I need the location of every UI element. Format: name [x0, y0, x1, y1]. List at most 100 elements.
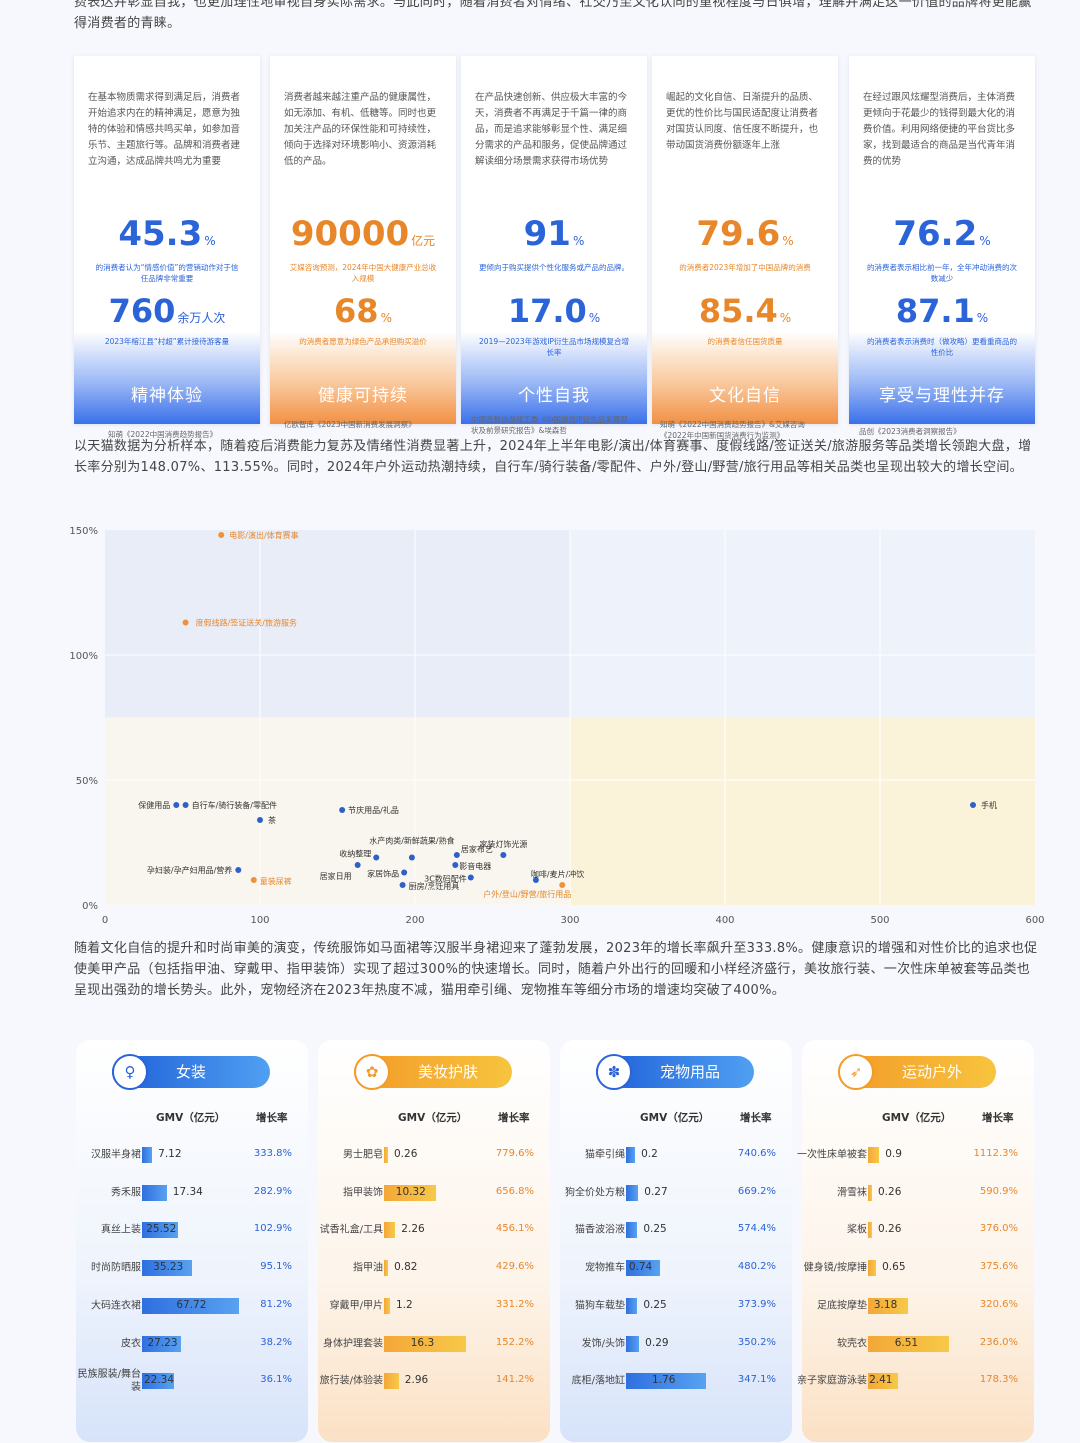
card-description: 在产品快速创新、供应极大丰富的今天，消费者不再满足于千篇一律的商品，而是追求能够… — [475, 92, 628, 167]
card-stat-secondary: 87.1% — [849, 292, 1035, 337]
gmv-value: 0.74 — [628, 1261, 653, 1274]
gmv-value: 35.23 — [153, 1261, 184, 1274]
point-label: 影音电器 — [459, 861, 491, 871]
data-point — [257, 817, 263, 823]
data-point — [182, 802, 189, 808]
growth-rate: 81.2% — [260, 1298, 292, 1310]
point-label: 度假线路/签证送关/旅游服务 — [196, 618, 297, 628]
category-name: 亲子家庭游泳装 — [797, 1375, 867, 1387]
table-row: 秀禾服 17.34 282.9% — [76, 1178, 308, 1208]
point-label: 茶 — [268, 815, 276, 825]
trend-card: 在经过跟风炫耀型消费后，主体消费更倾向于花最少的钱得到最大化的消费价值。利用网络… — [849, 56, 1035, 424]
table-row: 穿戴甲/甲片 1.2 331.2% — [318, 1291, 550, 1321]
gmv-bar — [384, 1335, 466, 1352]
gmv-value: 0.26 — [394, 1148, 418, 1160]
card-stat-primary: 79.6% — [652, 214, 838, 261]
growth-rate: 38.2% — [260, 1336, 292, 1348]
table-row: 真丝上装 25.52 102.9% — [76, 1215, 308, 1245]
table-row: 猫牵引绳 0.2 740.6% — [560, 1140, 792, 1170]
category-name: 指甲装饰 — [343, 1187, 383, 1199]
table-row: 男士肥皂 0.26 779.6% — [318, 1140, 550, 1170]
gmv-value: 0.27 — [644, 1185, 668, 1198]
x-tick-label: 100 — [250, 915, 269, 926]
point-label: 孕妇装/孕产妇用品/营养 — [147, 865, 232, 875]
gmv-header: GMV（亿元） — [640, 1112, 710, 1124]
card-theme-label: 个性自我 — [518, 386, 590, 406]
y-tick-label: 150% — [69, 526, 98, 537]
quadrant-top-right — [570, 530, 1035, 718]
gmv-value: 6.51 — [894, 1336, 919, 1349]
trend-card: 崛起的文化自信、日渐提升的品质、更优的性价比与国民适配度让消费者对国货认同度、信… — [652, 56, 838, 424]
category-name: 皮衣 — [121, 1338, 141, 1349]
stat-value: 68 — [334, 292, 379, 330]
gmv-bar — [626, 1147, 636, 1163]
category-name: 滑雪袜 — [837, 1187, 867, 1199]
data-point — [354, 862, 361, 868]
category-name: 身体护理套装 — [323, 1338, 383, 1349]
stat-unit: % — [572, 234, 585, 248]
gmv-value: 16.3 — [410, 1336, 435, 1349]
point-label: 手机 — [981, 800, 997, 810]
card-description: 崛起的文化自信、日渐提升的品质、更优的性价比与国民适配度让消费者对国货认同度、信… — [666, 92, 819, 151]
stat-value: 76.2 — [893, 214, 978, 254]
gmv-bar — [868, 1184, 872, 1201]
stat-unit: % — [782, 234, 794, 248]
stat-value: 87.1 — [895, 292, 975, 330]
point-label: 家居饰品 — [367, 869, 399, 879]
category-name: 足底按摩垫 — [817, 1300, 867, 1312]
table-row: 软壳衣 6.51 236.0% — [802, 1329, 1034, 1359]
data-point — [970, 802, 976, 808]
gmv-bar — [626, 1184, 639, 1201]
category-name: 桨板 — [847, 1224, 867, 1236]
growth-rate: 36.1% — [260, 1374, 292, 1386]
category-name: 猫狗车载垫 — [575, 1300, 625, 1312]
data-point — [500, 852, 507, 858]
growth-rate: 480.2% — [737, 1261, 776, 1273]
gmv-bar — [384, 1373, 399, 1390]
category-name: 真丝上装 — [101, 1224, 141, 1236]
gmv-bar — [384, 1297, 390, 1314]
stat-value: 91 — [523, 214, 571, 254]
point-label: 水产肉类/新鲜蔬果/熟食 — [369, 836, 454, 846]
gmv-value: 0.29 — [645, 1336, 669, 1349]
data-point — [452, 862, 459, 868]
stat-value: 85.4 — [698, 292, 778, 330]
card-stat-caption: 更倾向于购买提供个性化服务或产品的品牌。 — [479, 263, 629, 272]
data-point — [218, 532, 225, 538]
table-row: 时尚防晒服 35.23 95.1% — [76, 1253, 308, 1283]
stat-unit: % — [979, 234, 991, 248]
growth-rate: 456.1% — [495, 1223, 534, 1235]
gmv-bar — [626, 1297, 638, 1314]
point-label: 居家布艺 — [461, 844, 493, 854]
point-label: 户外/登山/野营/旅行用品 — [483, 889, 571, 899]
category-name: 底柜/落地缸 — [571, 1375, 625, 1387]
data-point — [373, 854, 380, 861]
category-panel: 美妆护肤 ✿ GMV（亿元） 增长率 男士肥皂 0.26 779.6% 指甲装饰… — [318, 1040, 550, 1442]
growth-scatter-chart: 0 100 200 300 400 500 600 0% 50% 100% 150% 电影/演出/体育… — [69, 526, 1044, 926]
category-name: 发饰/头饰 — [581, 1338, 625, 1349]
card-theme-label: 精神体验 — [131, 386, 203, 406]
gmv-bar — [626, 1373, 706, 1390]
point-label: 节庆用品/礼品 — [348, 805, 399, 815]
gmv-bar — [868, 1222, 872, 1239]
dress-icon: ♀ — [112, 1054, 148, 1090]
growth-rate: 669.2% — [737, 1185, 776, 1197]
x-tick-label: 500 — [870, 915, 889, 926]
category-name: 软壳衣 — [837, 1338, 867, 1349]
category-name: 试香礼盒/工具 — [319, 1224, 383, 1236]
category-name: 穿戴甲/甲片 — [329, 1300, 383, 1312]
growth-rate: 574.4% — [737, 1223, 776, 1235]
rate-header: 增长率 — [498, 1112, 530, 1124]
data-point — [399, 882, 406, 888]
stat-unit: % — [204, 234, 216, 248]
gmv-header: GMV（亿元） — [882, 1112, 952, 1124]
table-row: 身体护理套装 16.3 152.2% — [318, 1329, 550, 1359]
gmv-value: 0.2 — [641, 1148, 658, 1160]
table-row: 发饰/头饰 0.29 350.2% — [560, 1329, 792, 1359]
sport-icon: ➶ — [838, 1054, 874, 1090]
x-tick-label: 200 — [405, 915, 424, 926]
stat-unit: % — [380, 311, 392, 325]
card-stat-caption: 艾媒咨询预测，2024年中国大健康产业总收入规模 — [289, 263, 437, 283]
growth-rate: 333.8% — [253, 1148, 292, 1159]
point-label: 3C数码配件 — [424, 874, 467, 884]
